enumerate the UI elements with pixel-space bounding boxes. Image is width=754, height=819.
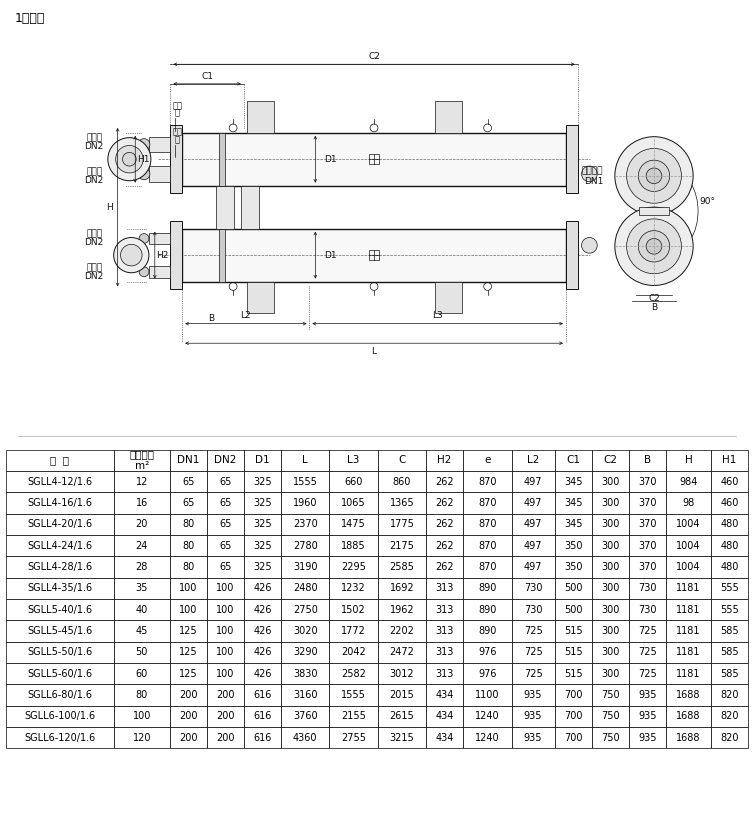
Bar xyxy=(566,221,578,289)
Bar xyxy=(219,229,225,282)
Text: 放气: 放气 xyxy=(173,101,182,110)
Circle shape xyxy=(639,161,670,192)
Circle shape xyxy=(646,238,662,254)
Circle shape xyxy=(114,238,149,273)
Text: D1: D1 xyxy=(323,155,336,164)
Circle shape xyxy=(615,207,693,286)
Bar xyxy=(247,102,274,133)
Bar xyxy=(369,251,379,260)
Bar xyxy=(247,282,274,313)
Circle shape xyxy=(581,238,597,253)
Text: DN1: DN1 xyxy=(584,177,603,186)
Text: C1: C1 xyxy=(201,71,213,80)
Bar xyxy=(182,133,566,186)
Text: 进水口: 进水口 xyxy=(86,264,103,273)
Circle shape xyxy=(138,168,150,179)
Text: 进出油口: 进出油口 xyxy=(581,166,603,175)
Text: L2: L2 xyxy=(241,311,251,320)
Text: C2: C2 xyxy=(368,52,380,61)
Text: 出水口: 出水口 xyxy=(86,229,103,238)
Circle shape xyxy=(115,146,143,173)
Text: 90°: 90° xyxy=(700,197,716,206)
Text: DN2: DN2 xyxy=(84,142,104,151)
Circle shape xyxy=(139,233,149,243)
Bar xyxy=(241,186,259,229)
Text: H: H xyxy=(106,202,113,211)
Bar xyxy=(170,221,182,289)
Bar xyxy=(219,133,225,186)
Text: 1、卧式: 1、卧式 xyxy=(15,12,45,25)
Circle shape xyxy=(627,219,682,274)
Text: DN2: DN2 xyxy=(84,272,104,281)
Bar xyxy=(216,186,234,229)
Text: B: B xyxy=(209,314,215,324)
Bar xyxy=(435,282,462,313)
Text: L: L xyxy=(372,346,376,355)
Bar xyxy=(149,266,170,278)
Circle shape xyxy=(646,168,662,183)
Circle shape xyxy=(581,166,597,182)
Bar xyxy=(639,207,669,215)
Circle shape xyxy=(138,138,150,151)
Text: 放气: 放气 xyxy=(173,127,182,136)
Text: 出水口: 出水口 xyxy=(86,133,103,143)
Text: B: B xyxy=(651,302,657,311)
Bar xyxy=(170,125,182,193)
Bar xyxy=(435,102,462,133)
Bar xyxy=(149,137,170,152)
Circle shape xyxy=(627,148,682,203)
Text: 孔: 孔 xyxy=(175,135,179,144)
Text: 孔: 孔 xyxy=(175,109,179,118)
Text: H1: H1 xyxy=(136,155,149,164)
Text: H2: H2 xyxy=(156,251,169,260)
Text: L3: L3 xyxy=(432,311,443,320)
Bar xyxy=(149,166,170,182)
Bar xyxy=(566,125,578,193)
Bar xyxy=(149,233,170,244)
Text: C2: C2 xyxy=(648,294,660,303)
Circle shape xyxy=(122,152,136,166)
Circle shape xyxy=(639,231,670,262)
Text: DN2: DN2 xyxy=(84,176,104,185)
Text: DN2: DN2 xyxy=(84,238,104,247)
Bar xyxy=(182,229,566,282)
Text: 进水口: 进水口 xyxy=(86,167,103,176)
Circle shape xyxy=(121,244,142,266)
Circle shape xyxy=(139,267,149,277)
Bar xyxy=(369,154,379,164)
Text: D1: D1 xyxy=(323,251,336,260)
Circle shape xyxy=(615,137,693,215)
Circle shape xyxy=(108,138,151,181)
